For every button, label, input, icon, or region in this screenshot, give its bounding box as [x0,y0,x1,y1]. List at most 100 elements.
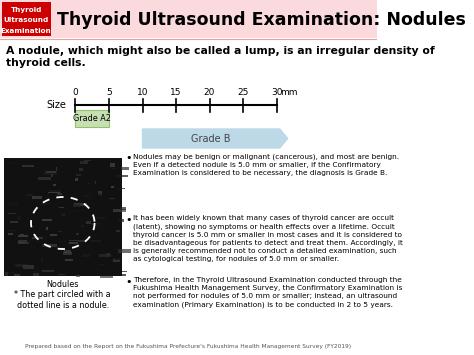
Bar [25,240,31,243]
Text: It has been widely known that many cases of thyroid cancer are occult
(latent), : It has been widely known that many cases… [133,215,402,262]
Bar [33,273,39,276]
Text: Nodules
* The part circled with a
dotted line is a nodule.: Nodules * The part circled with a dotted… [15,280,111,310]
Bar [10,221,18,223]
Bar [84,160,91,161]
Bar [8,233,13,235]
Text: 25: 25 [237,88,249,97]
Bar [16,264,24,267]
Bar [55,167,57,171]
Bar [58,274,65,275]
Bar [107,253,110,256]
Bar [18,242,29,244]
Bar [62,159,69,160]
Bar [42,219,52,221]
Bar [53,184,56,186]
Bar [4,158,122,276]
Bar [8,213,16,214]
Bar [106,231,111,232]
Text: Prepared based on the Report on the Fukushima Prefecture's Fukushima Health Mana: Prepared based on the Report on the Fuku… [25,344,351,349]
Bar [112,168,116,169]
Bar [65,249,70,251]
Bar [111,186,114,188]
Bar [97,251,100,253]
Bar [44,171,57,175]
Bar [62,214,65,216]
Bar [90,249,92,251]
Bar [99,194,102,197]
Bar [120,207,127,209]
Bar [60,237,64,238]
Bar [87,183,90,184]
Text: 10: 10 [137,88,148,97]
Text: mm: mm [280,88,297,97]
Bar [0,0,377,38]
Bar [32,237,43,239]
Text: 5: 5 [106,88,112,97]
Bar [73,204,80,207]
Bar [82,225,84,226]
Bar [82,195,90,197]
Text: Thyroid Ultrasound Examination: Nodules: Thyroid Ultrasound Examination: Nodules [57,11,466,29]
Text: Grade A2: Grade A2 [73,114,111,123]
Text: 20: 20 [204,88,215,97]
Bar [95,224,102,227]
Bar [116,175,128,178]
Bar [115,258,119,260]
Text: Ultrasound: Ultrasound [4,17,49,23]
Polygon shape [143,129,288,148]
Bar [119,219,124,222]
Bar [42,244,51,247]
Bar [99,253,111,257]
Bar [113,259,120,262]
Text: •: • [126,215,132,225]
Bar [121,167,129,170]
Bar [80,161,88,164]
Text: Thyroid: Thyroid [10,7,42,13]
Bar [5,272,8,275]
Bar [14,274,20,276]
Bar [48,192,60,193]
Bar [76,207,89,211]
Text: 30: 30 [271,88,283,97]
Bar [63,259,73,260]
Bar [69,242,78,244]
Text: •: • [126,153,132,163]
Bar [74,203,87,206]
Bar [76,233,79,235]
Bar [9,230,16,231]
Bar [76,275,80,277]
Bar [91,223,100,225]
Bar [86,166,98,169]
Text: Grade B: Grade B [191,133,231,143]
Bar [15,264,27,266]
Bar [57,193,62,195]
Bar [46,247,47,248]
Bar [91,240,101,242]
Bar [99,191,102,194]
Bar [7,202,18,206]
Bar [113,208,126,212]
Bar [80,168,83,171]
Bar [63,252,73,255]
Bar [69,210,81,212]
Bar [98,217,106,219]
Bar [109,204,111,207]
Bar [8,162,19,164]
Bar [1,2,51,36]
Bar [6,272,18,274]
Bar [76,174,81,176]
Bar [86,206,90,207]
Bar [100,276,113,278]
Bar [9,259,19,261]
Bar [46,171,55,174]
Bar [42,258,43,261]
Bar [65,258,73,261]
Bar [78,240,85,242]
Bar [110,163,115,167]
Bar [115,271,127,272]
Bar [47,233,56,235]
Bar [22,165,34,167]
Bar [89,191,91,193]
Bar [86,221,91,224]
Text: Nodules may be benign or malignant (cancerous), and most are benign.
Even if a d: Nodules may be benign or malignant (canc… [133,153,399,175]
